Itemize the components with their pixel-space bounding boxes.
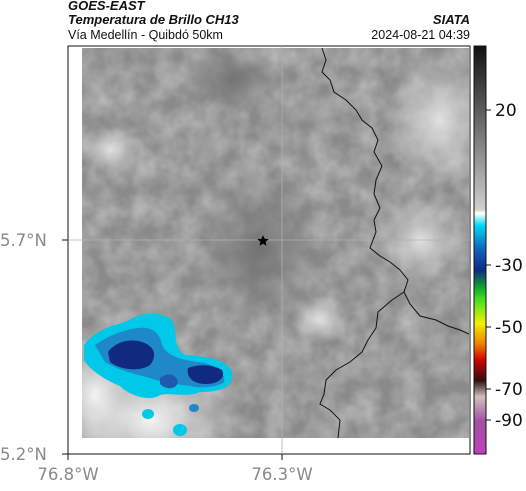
longitude-axis: 76.8°W 76.3°W [37,454,313,484]
satellite-name: GOES-EAST [68,0,145,13]
latitude-axis: 5.7°N 5.2°N [0,231,68,464]
colorbar: 20 -30 -50 -70 -90 [473,45,523,455]
satellite-image [82,48,469,438]
colorbar-tick-label: -30 [495,256,523,276]
lon-tick-label: 76.3°W [251,465,312,484]
colorbar-tick-label: -70 [495,380,523,400]
product-title: Temperatura de Brillo CH13 [68,12,239,27]
graticule [68,46,470,454]
colorbar-ticks: 20 -30 -50 -70 -90 [486,101,523,431]
source-label: SIATA [432,12,470,27]
star-marker [257,235,269,246]
lat-tick-label: 5.7°N [0,231,47,250]
colorbar-scale [473,45,487,455]
boundary-lines [319,48,469,438]
colorbar-tick-label: -90 [495,411,523,431]
timestamp: 2024-08-21 04:39 [371,28,470,42]
colorbar-tick-label: -50 [495,318,523,338]
lat-tick-label: 5.2°N [0,445,47,464]
lon-tick-label: 76.8°W [37,465,98,484]
colorbar-tick-label: 20 [495,101,517,121]
region-subtitle: Vía Medellín - Quibdó 50km [68,28,223,42]
